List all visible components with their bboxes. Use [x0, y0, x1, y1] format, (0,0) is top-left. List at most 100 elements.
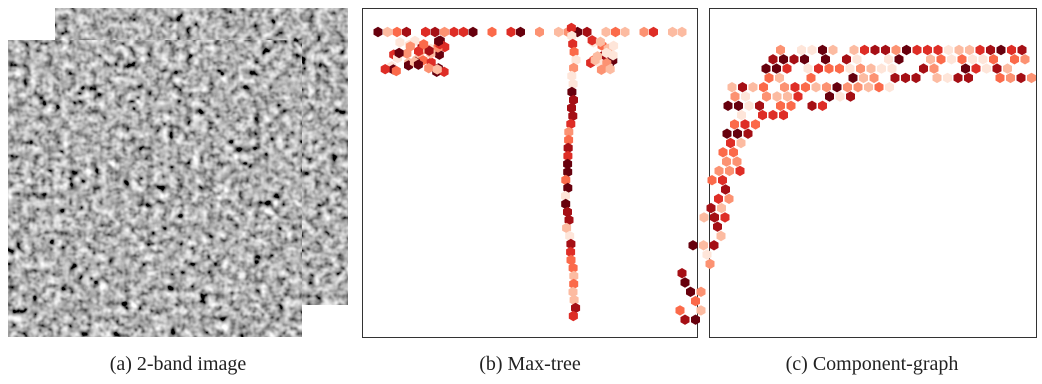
hexbin-cell: [995, 72, 1005, 84]
image-band-1: [8, 40, 302, 337]
hexbin-cell: [699, 212, 709, 223]
hexbin-cell: [965, 44, 974, 56]
hexbin-cell: [723, 100, 733, 111]
hexbin-cell: [421, 26, 430, 38]
hexbin-cell: [611, 26, 620, 38]
hexbin-cell: [439, 66, 449, 77]
hexbin-cell: [569, 270, 579, 282]
hexbin-cell: [569, 62, 579, 74]
hexbin-cell: [818, 100, 827, 111]
hexbin-cell: [569, 294, 579, 306]
hexbin-cell: [842, 54, 851, 65]
hexbin-cell: [563, 158, 573, 170]
hexbin-cell: [780, 82, 789, 93]
hexbin-cell: [487, 26, 497, 38]
hexbin-cell: [605, 64, 615, 75]
hexbin-cell: [961, 63, 970, 74]
hexbin-cell: [860, 44, 869, 56]
hexbin-cell: [741, 91, 750, 102]
hexbin-cell: [764, 72, 774, 84]
hexbin-cell: [901, 72, 910, 84]
hexbin-cell: [1016, 72, 1026, 84]
hexbin-cell: [789, 54, 799, 65]
hexbin-cell: [989, 54, 998, 65]
hexbin-cell: [800, 54, 809, 65]
hexbin-cell: [563, 182, 573, 194]
hexbin-cell: [725, 165, 734, 177]
hexbin-cell: [395, 37, 405, 48]
hexbin-cell: [677, 268, 687, 279]
hexbin-cell: [971, 63, 981, 74]
hexbin-cell: [874, 82, 884, 93]
hexbin-cell: [759, 82, 768, 93]
hexbin-cell: [568, 78, 578, 90]
hexbin-cell: [1020, 54, 1030, 65]
hexbin-cell: [1003, 63, 1012, 74]
hexbin-cell: [506, 26, 516, 38]
hexbin-cell: [1017, 44, 1027, 56]
hexbin-cell: [783, 91, 792, 102]
hexbin-cell: [430, 26, 440, 38]
hexbin-cell: [975, 44, 985, 56]
hexbin-cell: [1007, 44, 1016, 56]
hexbin-cell: [964, 72, 973, 84]
hexbin-cell: [986, 44, 995, 56]
hexbin-cell: [822, 82, 831, 93]
hexbin-cell: [717, 202, 726, 214]
hexbin-cell: [566, 238, 576, 250]
hexbin-cell: [953, 72, 963, 84]
hexbin-cell: [716, 230, 726, 242]
hexbin-cell: [968, 54, 977, 65]
hexbin-cell: [609, 40, 619, 51]
hexbin-cell: [714, 165, 724, 177]
hexbin-cell: [394, 47, 404, 59]
hexbin-cell: [751, 119, 760, 130]
hexbin-cell: [744, 100, 754, 111]
hexbin-cell: [595, 36, 605, 47]
hexbin-cell: [729, 147, 738, 158]
hexbin-cell: [706, 202, 716, 214]
hexbin-cell: [566, 22, 576, 34]
hexbin-cell: [890, 72, 900, 84]
hexbin-cell: [735, 165, 745, 177]
hexbin-cell: [849, 44, 859, 56]
hexbin-cell: [740, 119, 750, 130]
hexbin-cell: [801, 82, 810, 93]
hexbin-cell: [569, 278, 579, 290]
hexbin-cell: [691, 314, 700, 325]
hexbin-cell: [779, 54, 788, 65]
hexbin-cell: [869, 72, 879, 84]
hexbin-cell: [768, 54, 778, 65]
hexbin-cell: [639, 26, 649, 38]
hexbin-cell: [567, 70, 577, 82]
hexbin-cell: [696, 305, 706, 316]
hexbin-cell: [797, 44, 806, 56]
hexbin-cell: [402, 48, 412, 59]
hexbin-cell: [807, 100, 817, 111]
hexbin-cell: [561, 198, 571, 210]
hexbin-cell: [722, 156, 731, 167]
hexbin-cell: [755, 100, 764, 111]
hexbin-cell: [563, 150, 573, 162]
hexbin-cell: [722, 128, 732, 139]
hexbin-cell: [864, 82, 873, 93]
hexbin-cell: [554, 26, 563, 38]
hexbin-cell: [561, 190, 570, 202]
max-tree-frame: [362, 8, 698, 338]
hexbin-cell: [699, 240, 708, 251]
hexbin-cell: [620, 26, 630, 38]
hexbin-cell: [405, 41, 415, 52]
hexbin-cell: [832, 82, 842, 93]
hexbin-cell: [884, 54, 893, 65]
hexbin-cell: [982, 63, 991, 74]
hexbin-cell: [824, 63, 834, 74]
hexbin-cell: [675, 305, 685, 316]
hexbin-cell: [911, 72, 921, 84]
hexbin-cell: [565, 230, 575, 242]
hexbin-cell: [912, 44, 922, 56]
hexbin-cell: [782, 63, 792, 74]
hexbin-cell: [776, 100, 785, 111]
hexbin-cell: [859, 72, 868, 84]
hexbin-cell: [730, 91, 740, 102]
